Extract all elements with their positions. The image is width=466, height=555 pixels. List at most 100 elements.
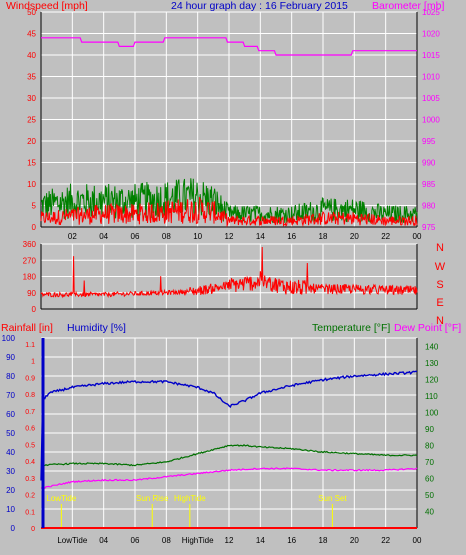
climate-hour-label: LowTide — [57, 536, 87, 545]
humidity-tick-label: 80 — [6, 372, 15, 381]
barometer-tick-label: 1005 — [422, 94, 440, 103]
windspeed-tick-label: 40 — [27, 51, 36, 60]
event-marker-label: Sun Set — [318, 494, 347, 503]
temperature-tick-label: 110 — [425, 392, 438, 401]
barometer-tick-label: 980 — [422, 202, 436, 211]
compass-label: N — [436, 242, 444, 254]
humidity-tick-label: 40 — [6, 448, 15, 457]
climate-hour-label: 20 — [350, 536, 359, 545]
barometer-tick-label: 1015 — [422, 51, 440, 60]
direction-tick-label: 180 — [23, 273, 37, 282]
windspeed-tick-label: 10 — [27, 180, 36, 189]
climate-hour-label: 00 — [413, 536, 422, 545]
climate-hour-ticks: LowTide 04 06 08 HighTide 12 14 16 18 20 22 00 — [57, 536, 422, 545]
windspeed-series — [40, 196, 418, 228]
windspeed-tick-label: 35 — [27, 73, 36, 82]
humidity-tick-label: 90 — [6, 353, 15, 362]
humidity-tick-label: 50 — [6, 429, 15, 438]
direction-tick-label: 270 — [23, 256, 37, 265]
climate-hour-label: 16 — [287, 536, 296, 545]
humidity-ticks: 0 10 20 30 40 50 60 70 80 90 100 — [2, 334, 16, 533]
wind-direction-series — [40, 246, 418, 299]
climate-hour-label: 14 — [256, 536, 265, 545]
dewpoint-series — [40, 467, 418, 489]
windspeed-ticks: 0 5 10 15 20 25 30 35 40 45 50 — [27, 8, 36, 232]
wind-hour-label: 16 — [287, 232, 296, 241]
rain-tick-label: 0.3 — [25, 476, 35, 483]
temperature-tick-label: 90 — [425, 425, 434, 434]
climate-hour-label: 04 — [99, 536, 108, 545]
event-marker-label: LowTide — [46, 494, 76, 503]
event-markers: LowTide Sun Rise HighTide Sun Set — [46, 494, 347, 528]
humidity-axis-label: Humidity [%] — [67, 322, 126, 334]
windspeed-axis-label: Windspeed [mph] — [6, 0, 88, 12]
climate-hour-label: 12 — [225, 536, 234, 545]
temperature-tick-label: 130 — [425, 359, 439, 368]
temperature-tick-label: 40 — [425, 507, 434, 516]
barometer-tick-label: 1000 — [422, 116, 440, 125]
temperature-axis-label: Temperature [°F] — [312, 322, 390, 334]
wind-hour-ticks: 02 04 06 08 10 12 14 16 18 20 22 00 — [68, 232, 422, 241]
rain-tick-label: 0 — [31, 526, 35, 533]
humidity-series — [40, 370, 418, 481]
temperature-tick-label: 60 — [425, 474, 434, 483]
humidity-tick-label: 10 — [6, 505, 15, 514]
barometer-tick-label: 975 — [422, 223, 436, 232]
direction-tick-label: 360 — [23, 240, 37, 249]
barometer-tick-label: 1010 — [422, 73, 440, 82]
climate-hour-label: HighTide — [182, 536, 214, 545]
barometer-axis-label: Barometer [mb] — [372, 0, 444, 12]
windspeed-tick-label: 30 — [27, 94, 36, 103]
rain-tick-label: 0.1 — [25, 509, 35, 516]
wind-gust-series — [40, 178, 418, 225]
dewpoint-axis-label: Dew Point [°F] — [394, 322, 461, 334]
direction-ticks: 0 90 180 270 360 — [23, 240, 37, 314]
temperature-tick-label: 50 — [425, 491, 434, 500]
barometer-tick-label: 985 — [422, 180, 436, 189]
wind-grid — [40, 11, 418, 228]
rain-tick-label: 0.9 — [25, 375, 35, 382]
wind-hour-label: 06 — [131, 232, 140, 241]
windspeed-tick-label: 50 — [27, 8, 36, 17]
temperature-tick-label: 120 — [425, 375, 439, 384]
compass-label: W — [435, 261, 446, 273]
humidity-tick-label: 70 — [6, 391, 15, 400]
compass-label: E — [436, 297, 443, 309]
direction-tick-label: 90 — [27, 289, 36, 298]
event-marker-label: Sun Rise — [136, 494, 169, 503]
climate-hour-label: 22 — [381, 536, 390, 545]
temperature-series — [40, 444, 418, 467]
windspeed-tick-label: 15 — [27, 159, 36, 168]
compass-label: N — [436, 315, 444, 327]
wind-hour-label: 20 — [350, 232, 359, 241]
rain-tick-label: 0.4 — [25, 459, 35, 466]
rain-tick-label: 0.5 — [25, 442, 35, 449]
rain-tick-label: 0.7 — [25, 409, 35, 416]
temperature-tick-label: 140 — [425, 342, 439, 351]
barometer-series — [41, 37, 417, 56]
windspeed-tick-label: 0 — [32, 223, 37, 232]
rain-tick-label: 1 — [31, 359, 35, 366]
climate-hour-label: 18 — [319, 536, 328, 545]
humidity-tick-label: 0 — [11, 524, 16, 533]
wind-hour-label: 10 — [193, 232, 202, 241]
temperature-tick-label: 100 — [425, 408, 439, 417]
climate-hour-label: 08 — [162, 536, 171, 545]
rain-tick-label: 0.6 — [25, 426, 35, 433]
rain-tick-label: 1.1 — [25, 342, 35, 349]
humidity-tick-label: 100 — [2, 334, 16, 343]
direction-tick-label: 0 — [32, 305, 37, 314]
wind-hour-label: 02 — [68, 232, 77, 241]
humidity-tick-label: 60 — [6, 410, 15, 419]
rain-tick-label: 0.2 — [25, 493, 35, 500]
wind-hour-label: 14 — [256, 232, 265, 241]
temperature-ticks: 40 50 60 70 80 90 100 110 120 130 140 — [425, 342, 439, 516]
rainfall-axis-label: Rainfall [in] — [1, 322, 53, 334]
wind-hour-label: 04 — [99, 232, 108, 241]
wind-hour-label: 00 — [413, 232, 422, 241]
